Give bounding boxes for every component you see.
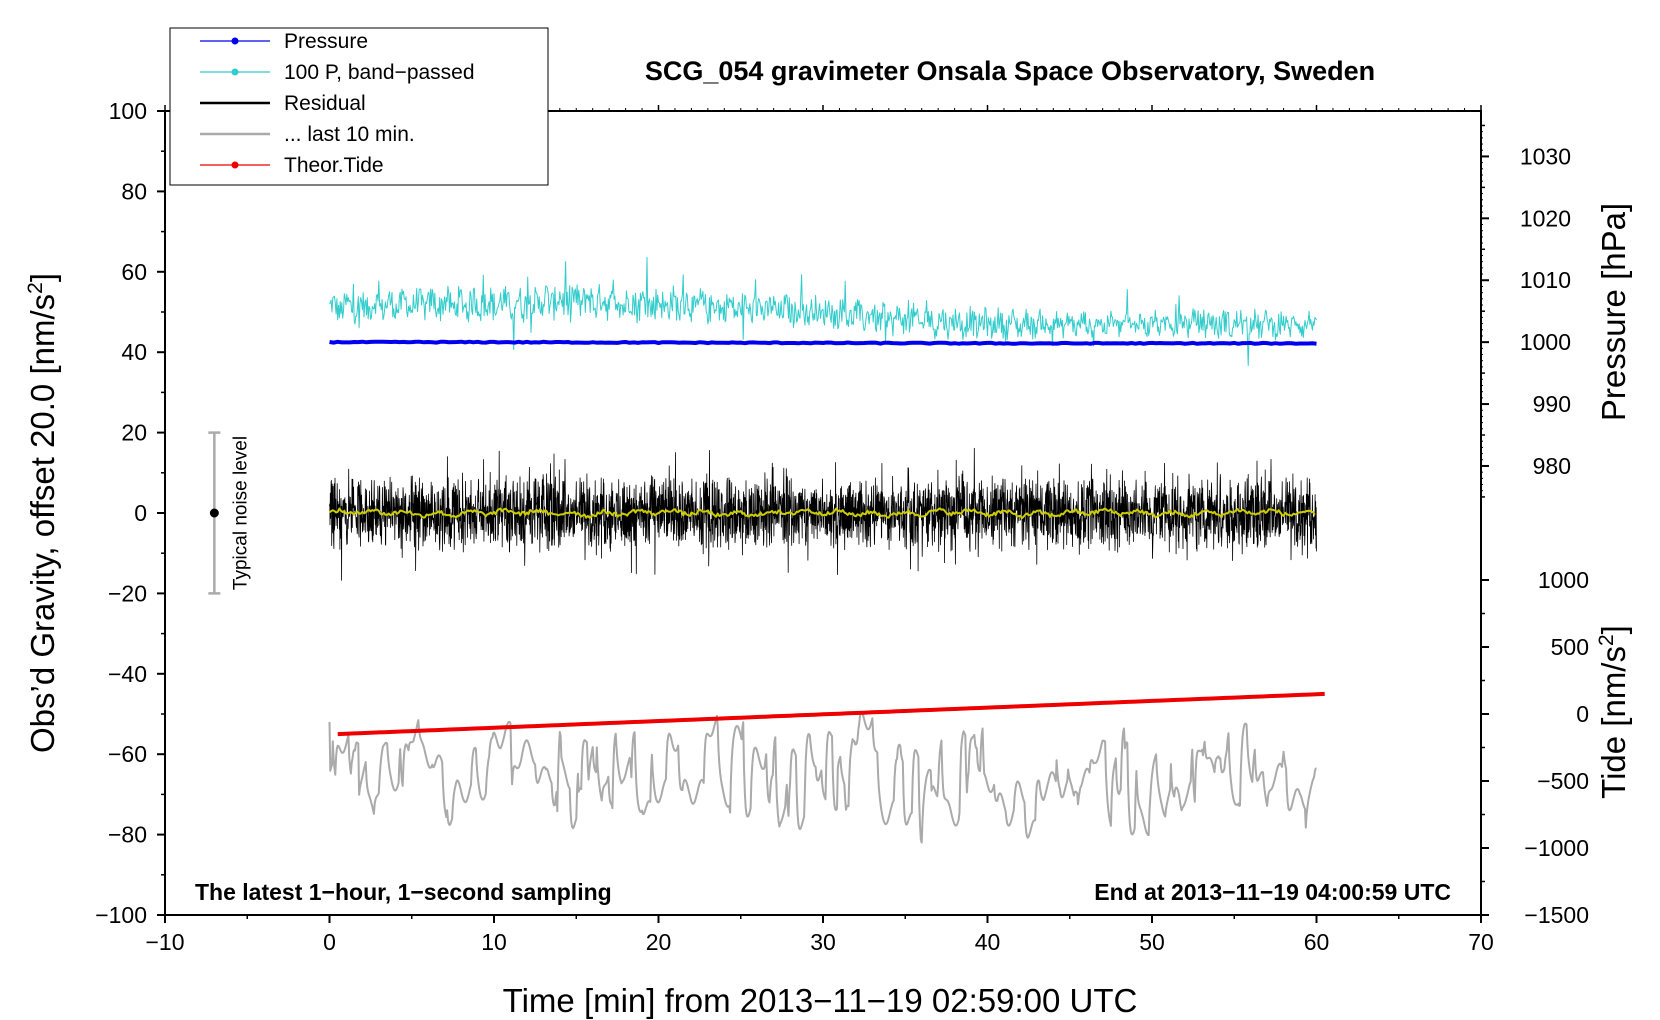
y-axis-title-tide-end: ]	[1595, 625, 1632, 634]
x-tick-label: 10	[481, 929, 507, 955]
legend-label-0: Pressure	[284, 30, 368, 53]
y-axis-title-left: Obs’d Gravity, offset 20.0 [nm/s2]	[24, 273, 61, 753]
end-time-note: End at 2013−11−19 04:00:59 UTC	[1094, 879, 1451, 905]
noise-level-dot	[209, 508, 219, 518]
tide-tick-label: 1000	[1538, 567, 1589, 593]
pressure-tick-label: 990	[1533, 391, 1571, 417]
y-tick-label: 0	[134, 500, 147, 526]
ticks-layer	[157, 105, 1489, 923]
x-tick-label: 40	[975, 929, 1001, 955]
y-axis-title-left-end: ]	[24, 273, 61, 282]
tide-tick-labels: −1500 −1000 −500 0 500 1000	[1524, 567, 1589, 928]
series-layer	[328, 257, 1325, 844]
residual-line	[329, 447, 1317, 581]
tide-tick-label: −1500	[1524, 902, 1589, 928]
x-axis-title: Time [min] from 2013−11−19 02:59:00 UTC	[503, 982, 1138, 1019]
y-tick-label: −80	[108, 822, 147, 848]
x-tick-label: 50	[1139, 929, 1165, 955]
y-tick-labels: −100 −80 −60 −40 −20 0 20 40 60 80 100	[95, 98, 147, 928]
y-axis-title-pressure: Pressure [hPa]	[1595, 203, 1632, 421]
pressure-line	[329, 339, 1317, 346]
x-tick-labels: −10 0 10 20 30 40 50 60 70	[145, 929, 1493, 955]
y-tick-label: 100	[109, 98, 147, 124]
y-axis-title-tide-main: Tide [nm/s	[1595, 646, 1632, 799]
tide-tick-label: −1000	[1524, 835, 1589, 861]
legend: Pressure 100 P, band−passed Residual ... la…	[169, 27, 549, 186]
legend-marker-0	[231, 37, 239, 45]
pressure-tick-label: 1000	[1520, 329, 1571, 355]
bandpassed-pressure-line	[329, 257, 1317, 367]
x-tick-label: 60	[1304, 929, 1330, 955]
y-tick-label: −20	[108, 580, 147, 606]
x-tick-label: −10	[145, 929, 184, 955]
tide-tick-label: 0	[1576, 701, 1589, 727]
theoretical-tide-line	[337, 691, 1325, 737]
pressure-tick-label: 1010	[1520, 267, 1571, 293]
legend-marker-4	[231, 161, 239, 169]
y-axis-title-left-main: Obs’d Gravity, offset 20.0 [nm/s	[24, 294, 61, 753]
x-tick-label: 30	[810, 929, 836, 955]
legend-label-1: 100 P, band−passed	[284, 61, 475, 84]
chart-title: SCG_054 gravimeter Onsala Space Observat…	[645, 56, 1375, 86]
tide-tick-label: 500	[1551, 634, 1589, 660]
noise-level-label: Typical noise level	[230, 436, 251, 590]
y-tick-label: −60	[108, 741, 147, 767]
last-10-min-line	[328, 711, 1317, 844]
y-tick-label: −40	[108, 661, 147, 687]
noise-level-indicator: Typical noise level	[208, 431, 251, 595]
y-tick-label: 40	[121, 339, 147, 365]
pressure-tick-label: 980	[1533, 453, 1571, 479]
legend-box	[169, 27, 549, 186]
residual-mean-line	[328, 507, 1316, 520]
x-tick-label: 70	[1468, 929, 1494, 955]
y-axis-title-tide-sup: 2	[1595, 634, 1618, 646]
legend-label-4: Theor.Tide	[284, 154, 384, 177]
y-tick-label: 20	[121, 420, 147, 446]
pressure-tick-label: 1020	[1520, 205, 1571, 231]
y-axis-title-tide: Tide [nm/s2]	[1595, 625, 1632, 799]
legend-label-3: ... last 10 min.	[284, 123, 415, 146]
y-tick-label: 80	[121, 178, 147, 204]
pressure-tick-label: 1030	[1520, 143, 1571, 169]
tide-tick-label: −500	[1537, 768, 1589, 794]
y-tick-label: 60	[121, 259, 147, 285]
x-tick-label: 0	[323, 929, 336, 955]
sampling-note: The latest 1−hour, 1−second sampling	[195, 879, 612, 905]
pressure-tick-labels: 980 990 1000 1010 1020 1030	[1520, 143, 1571, 479]
legend-label-2: Residual	[284, 92, 366, 115]
x-tick-label: 20	[646, 929, 672, 955]
y-axis-title-left-sup: 2	[24, 282, 47, 294]
plot-area	[157, 105, 1489, 923]
y-tick-label: −100	[95, 902, 147, 928]
legend-marker-1	[231, 68, 239, 76]
